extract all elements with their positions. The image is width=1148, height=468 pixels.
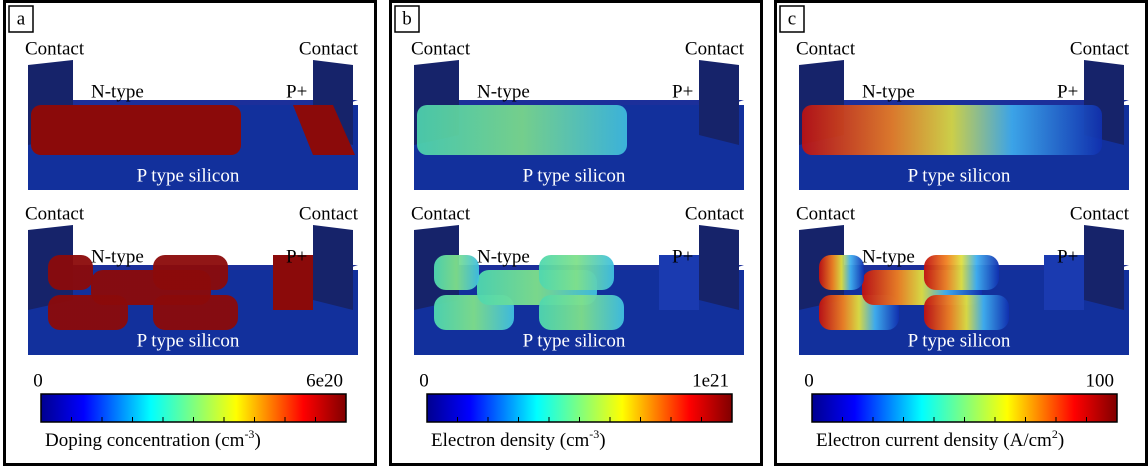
title-end: ) <box>1058 430 1064 451</box>
device-top <box>31 100 358 105</box>
n-type-label: N-type <box>477 246 530 267</box>
panel-label-box <box>8 5 34 33</box>
colorbar-max: 100 <box>1086 370 1115 391</box>
colorbar-min: 0 <box>804 370 814 391</box>
contact-label: Contact <box>299 203 359 224</box>
panel-label-box <box>394 5 420 33</box>
panel: a Contact Contact N-type P+ P type silicon Con… <box>3 0 377 466</box>
contact-label: Contact <box>411 38 471 59</box>
device <box>799 60 1129 190</box>
contact-label: Contact <box>25 203 85 224</box>
contact-label: Contact <box>1070 38 1130 59</box>
contact-label: Contact <box>685 203 745 224</box>
doped-region <box>924 255 999 290</box>
n-type-label: N-type <box>862 246 915 267</box>
colorbar-max: 1e21 <box>692 370 729 391</box>
p-plus-label: P+ <box>1057 246 1078 267</box>
p-plus-region <box>273 255 313 310</box>
doped-region <box>434 255 479 290</box>
doped-region <box>802 105 1102 155</box>
panel: b Contact Contact N-type P+ P type silicon Con… <box>389 0 763 466</box>
title-sup: 2 <box>1052 427 1058 441</box>
substrate-label: P type silicon <box>137 165 240 186</box>
title-text: Electron current density (A/cm <box>816 430 1052 451</box>
panel-label: c <box>788 8 796 29</box>
contact-right <box>1084 225 1124 310</box>
device-top <box>802 100 1129 105</box>
panel-label: b <box>402 8 412 29</box>
device <box>414 60 744 190</box>
p-plus-label: P+ <box>672 81 693 102</box>
n-type-label: N-type <box>91 246 144 267</box>
p-plus-label: P+ <box>1057 81 1078 102</box>
panel-border <box>774 0 1148 466</box>
title-sup: -3 <box>244 427 254 441</box>
doped-region <box>417 105 627 155</box>
n-type-label: N-type <box>477 81 530 102</box>
contact-label: Contact <box>796 203 856 224</box>
substrate-label: P type silicon <box>137 330 240 351</box>
colorbar-title: Electron current density (A/cm2) <box>816 427 1064 452</box>
p-plus-label: P+ <box>286 246 307 267</box>
contact-label: Contact <box>299 38 359 59</box>
contact-label: Contact <box>796 38 856 59</box>
doped-region <box>539 295 624 330</box>
doped-region <box>153 295 238 330</box>
device-top <box>417 100 744 105</box>
substrate-label: P type silicon <box>523 165 626 186</box>
device <box>799 225 1129 355</box>
panel-border <box>3 0 377 466</box>
p-plus-label: P+ <box>286 81 307 102</box>
contact-label: Contact <box>685 38 745 59</box>
colorbar-title: Electron density (cm-3) <box>431 427 606 452</box>
p-plus-label: P+ <box>672 246 693 267</box>
substrate-label: P type silicon <box>908 165 1011 186</box>
colorbar-title: Doping concentration (cm-3) <box>45 427 261 452</box>
panel-border <box>389 0 763 466</box>
contact-right <box>699 60 739 145</box>
device <box>28 225 358 355</box>
doped-region <box>539 255 614 290</box>
p-plus-region <box>293 105 355 155</box>
title-sup: -3 <box>589 427 599 441</box>
p-plus-region <box>1044 255 1084 310</box>
title-end: ) <box>599 430 605 451</box>
contact-right <box>699 225 739 310</box>
substrate-label: P type silicon <box>523 330 626 351</box>
doped-region <box>48 255 93 290</box>
doped-region <box>153 255 228 290</box>
colorbar-max: 6e20 <box>306 370 343 391</box>
doped-region <box>819 255 864 290</box>
contact-right <box>313 225 353 310</box>
p-plus-region <box>659 255 699 310</box>
colorbar-min: 0 <box>33 370 43 391</box>
doped-region <box>31 105 241 155</box>
n-type-label: N-type <box>91 81 144 102</box>
substrate-label: P type silicon <box>908 330 1011 351</box>
contact-label: Contact <box>25 38 85 59</box>
contact-label: Contact <box>1070 203 1130 224</box>
panel-label-box <box>779 5 805 33</box>
doped-region <box>924 295 1009 330</box>
title-end: ) <box>254 430 260 451</box>
title-text: Doping concentration (cm <box>45 430 245 451</box>
contact-label: Contact <box>411 203 471 224</box>
device <box>414 225 744 355</box>
panel-label: a <box>17 8 26 29</box>
title-text: Electron density (cm <box>431 430 590 451</box>
n-type-label: N-type <box>862 81 915 102</box>
device <box>28 60 358 190</box>
colorbar-min: 0 <box>419 370 429 391</box>
